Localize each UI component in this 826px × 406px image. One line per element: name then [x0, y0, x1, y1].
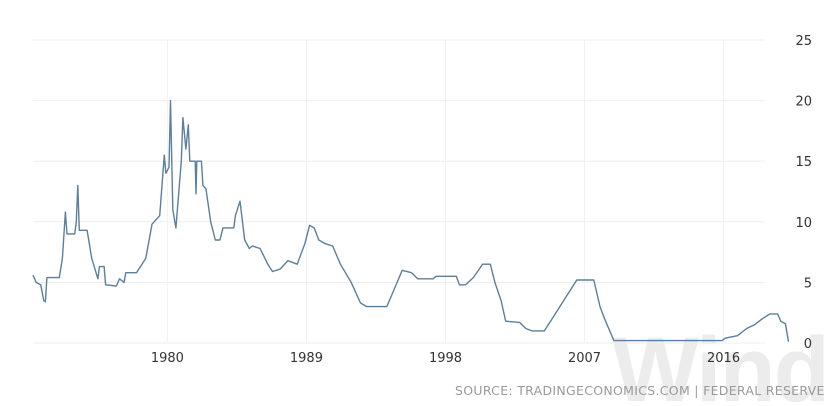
x-tick-label: 1989: [290, 351, 323, 366]
y-tick-label: 15: [795, 155, 812, 170]
x-tick-label: 1980: [151, 351, 184, 366]
series-line: [32, 99, 790, 342]
source-label: SOURCE: TRADINGECONOMICS.COM | FEDERAL R…: [455, 383, 825, 398]
y-tick-label: 0: [804, 337, 812, 352]
y-tick-label: 25: [795, 34, 812, 49]
watermark: Wind: [612, 319, 826, 406]
y-tick-label: 10: [795, 216, 812, 231]
y-tick-label: 20: [795, 95, 812, 110]
x-tick-label: 1998: [429, 351, 462, 366]
x-tick-label: 2007: [568, 351, 601, 366]
y-tick-label: 5: [804, 276, 812, 291]
x-tick-label: 2016: [707, 351, 740, 366]
